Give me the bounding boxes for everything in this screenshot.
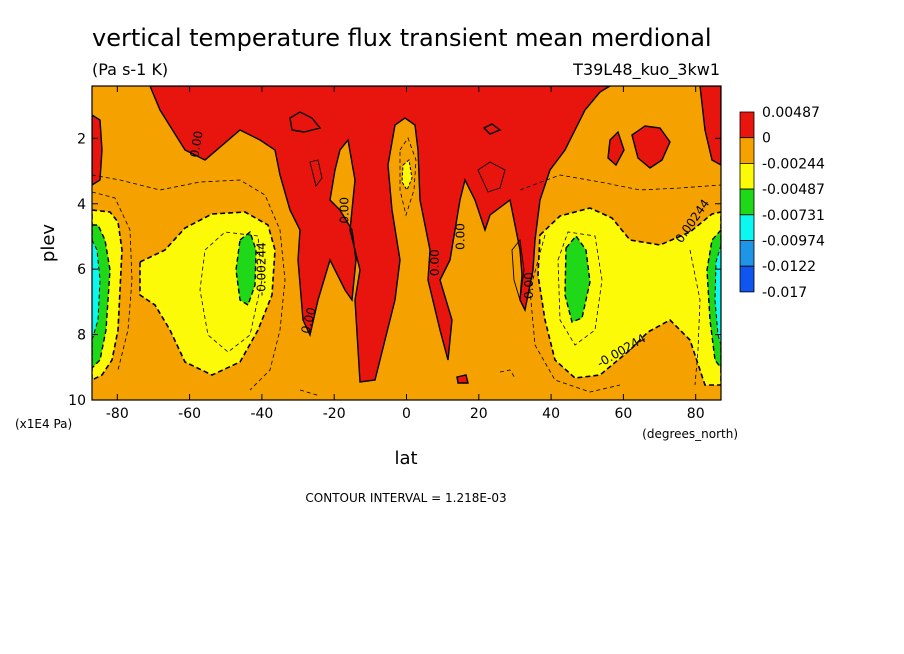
solid-contour-3 [511,238,525,301]
contour-label: -0.00244 [255,242,269,296]
chart-title: vertical temperature flux transient mean… [92,24,712,52]
x-axis-label: lat [394,448,417,469]
red-region-north-pole [699,86,721,166]
legend-level-label: -0.00487 [762,182,825,198]
contour-label: 0.00 [298,306,318,335]
green-region-south [235,230,257,307]
x-tick-label: -60 [178,406,201,422]
solid-thin-contours [309,159,525,301]
y-tick-label: 2 [77,131,86,147]
red-blob-3 [607,130,625,167]
legend-level-label: -0.00244 [762,156,825,172]
y-units-label: (x1E4 Pa) [15,417,72,431]
contour-label: 0.00 [338,197,352,224]
x-tick-label: -80 [106,406,129,422]
x-axis: -80 -60 -40 -20 0 20 40 60 80 [106,86,705,422]
legend-level-label: -0.017 [762,285,807,301]
legend-level-label: -0.00731 [762,208,825,224]
contour-label: 0.00 [522,272,536,299]
contour-line-south-4 [299,389,321,397]
legend-level-label: -0.00974 [762,234,825,250]
contour-interval-label: CONTOUR INTERVAL = 1.218E-03 [305,491,506,505]
green-region-north [564,234,591,323]
x-tick-label: 60 [614,406,632,422]
red-region-south-pole [92,114,103,186]
legend-swatch [739,240,755,267]
cyan-region-north-pole [714,244,721,346]
legend-level-label: 0.00487 [762,105,820,121]
legend-colorbar: 0.00487 0 -0.00244 -0.00487 -0.00731 -0.00974… [739,105,825,301]
yellow-blob-equator [401,159,413,192]
run-label: T39L48_kuo_3kw1 [572,60,720,80]
contour-line-dots [499,369,516,379]
red-blob-2 [482,123,502,135]
legend-swatch [739,214,755,241]
legend-swatch [739,188,755,216]
units-label: (Pa s-1 K) [92,60,168,79]
legend-swatch [739,111,755,139]
red-blob-4 [631,125,671,169]
contour-line-north-3 [557,231,603,346]
legend-swatch [739,162,755,190]
y-tick-label: 6 [77,262,86,278]
contour-label: 0.00 [187,130,205,159]
legend-swatch [739,265,755,293]
legend-level-label: 0 [762,131,771,147]
contour-line-south-1 [92,174,286,391]
legend-swatch [739,137,755,164]
contour-line-equator [399,137,417,217]
solid-contour-1 [309,159,323,188]
contour-label: 0.00 [428,249,442,276]
x-tick-label: 80 [687,406,705,422]
y-axis: 2 4 6 8 10 [68,131,721,409]
legend-level-label: -0.0122 [762,259,816,275]
solid-contour-2 [477,161,506,193]
positive-regions [92,86,721,384]
contour-line-north-1 [519,174,721,191]
y-tick-label: 4 [77,197,86,213]
y-axis-label: plev [38,224,59,263]
x-tick-label: 40 [542,406,560,422]
y-tick-label: 10 [68,393,86,409]
red-blob-5 [456,374,469,384]
x-tick-label: 20 [470,406,488,422]
y-tick-label: 8 [77,328,86,344]
x-tick-label: -40 [250,406,273,422]
x-tick-label: 0 [402,406,411,422]
cyan-region-south-pole [92,239,101,341]
x-units-label: (degrees_north) [642,427,738,441]
contour-line-south-2 [92,191,133,371]
contour-field [92,86,721,400]
x-tick-label: -20 [323,406,346,422]
contour-line-south-3 [199,231,263,353]
red-blob-1 [289,111,322,133]
red-region-main [149,86,612,383]
contour-label: 0.00 [453,223,467,250]
thin-contours [92,137,721,397]
